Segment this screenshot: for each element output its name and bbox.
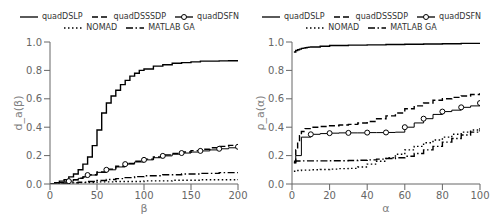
html-text:MATLAB GA: MATLAB GA (148, 23, 195, 32)
svg-text:100: 100 (470, 190, 489, 201)
svg-text:β: β (140, 202, 147, 214)
html-text:quadDSSSDP: quadDSSSDP (113, 12, 167, 21)
svg-text:1.0: 1.0 (268, 37, 284, 48)
html-text:NOMAD: NOMAD (328, 23, 360, 32)
svg-text:0.0: 0.0 (268, 179, 284, 190)
html-text:quadDSFN: quadDSFN (197, 12, 240, 21)
html-text:quadDSFN: quadDSFN (439, 12, 482, 21)
svg-text:200: 200 (228, 190, 247, 201)
html-text:NOMAD: NOMAD (86, 23, 118, 32)
svg-text:20: 20 (323, 190, 336, 201)
svg-text:ρ_a(α): ρ_a(α) (254, 95, 267, 130)
html-text:quadDSLP: quadDSLP (41, 12, 83, 21)
svg-text:150: 150 (181, 190, 200, 201)
svg-text:0.4: 0.4 (26, 122, 42, 133)
svg-text:0.8: 0.8 (26, 65, 42, 76)
svg-text:0.0: 0.0 (26, 179, 42, 190)
svg-text:d_a(β): d_a(β) (12, 96, 25, 131)
svg-text:0.4: 0.4 (268, 122, 284, 133)
html-text:quadDSSSDP: quadDSSSDP (355, 12, 409, 21)
svg-text:0.2: 0.2 (26, 150, 42, 161)
svg-text:0.8: 0.8 (268, 65, 284, 76)
svg-text:100: 100 (134, 190, 153, 201)
svg-text:50: 50 (91, 190, 104, 201)
svg-text:40: 40 (361, 190, 374, 201)
svg-text:0.6: 0.6 (268, 93, 284, 104)
svg-text:0.2: 0.2 (268, 150, 284, 161)
html-text:MATLAB GA: MATLAB GA (390, 23, 437, 32)
svg-text:α: α (382, 202, 389, 214)
svg-text:0.6: 0.6 (26, 93, 42, 104)
svg-text:80: 80 (436, 190, 449, 201)
html-text:quadDSLP: quadDSLP (283, 12, 325, 21)
svg-text:0: 0 (289, 190, 295, 201)
svg-text:1.0: 1.0 (26, 37, 42, 48)
svg-text:60: 60 (398, 190, 411, 201)
svg-text:0: 0 (47, 190, 53, 201)
